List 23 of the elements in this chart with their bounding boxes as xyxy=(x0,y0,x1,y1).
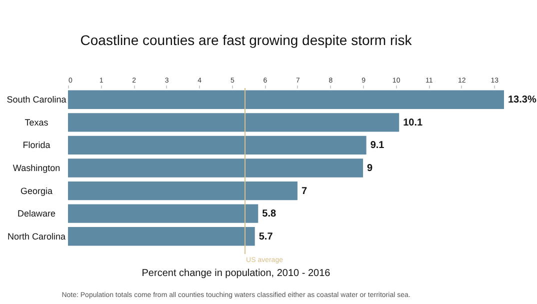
data-label: 5.8 xyxy=(262,208,276,220)
bar xyxy=(68,181,298,200)
y-tick-label: Florida xyxy=(22,140,50,150)
data-label: 10.1 xyxy=(403,117,423,128)
bar xyxy=(68,136,366,155)
data-label: 13.3% xyxy=(508,94,536,106)
data-label: 7 xyxy=(301,186,308,197)
y-tick-label: Delaware xyxy=(17,208,56,219)
y-tick-label: Washington xyxy=(12,163,60,173)
bar xyxy=(68,227,255,246)
bar xyxy=(68,90,504,109)
y-tick-label: South Carolina xyxy=(6,94,66,105)
data-label: 5.7 xyxy=(258,231,274,242)
y-tick-label: North Carolina xyxy=(7,231,66,242)
data-label: 9 xyxy=(367,163,374,174)
bar xyxy=(68,204,258,223)
bar xyxy=(68,113,400,132)
x-axis-title: Percent change in population, 2010 - 2016 xyxy=(142,268,331,279)
y-tick-label: Georgia xyxy=(20,186,53,196)
y-tick-label: Texas xyxy=(24,117,49,128)
data-label: 9.1 xyxy=(370,140,385,152)
bar xyxy=(68,158,364,178)
chart-title: Coastline counties are fast growing despite storm risk xyxy=(80,32,413,48)
